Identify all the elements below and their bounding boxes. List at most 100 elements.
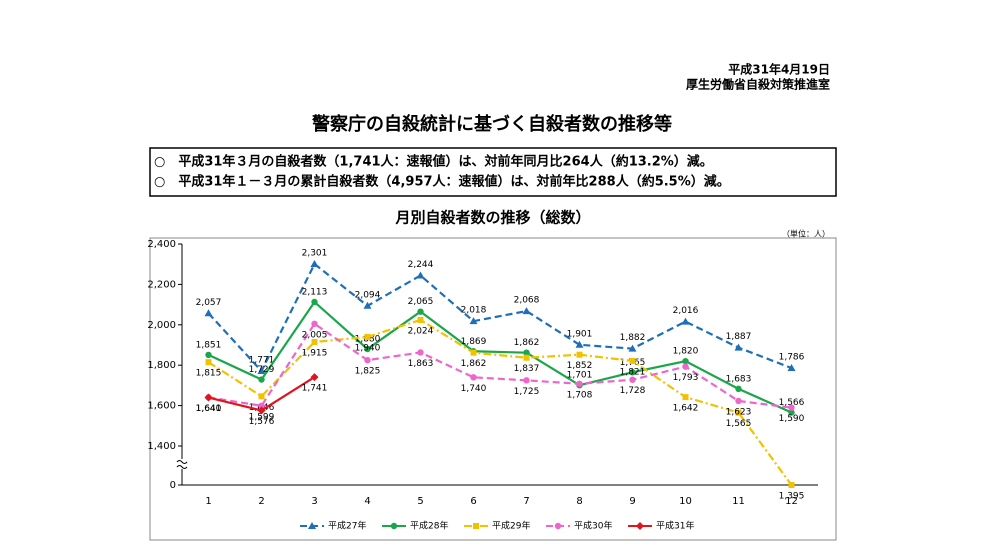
marker: [523, 377, 530, 384]
data-label: 1,576: [249, 417, 275, 427]
x-tick-label: 9: [629, 496, 635, 507]
data-label: 1,642: [673, 404, 699, 414]
x-tick-label: 3: [311, 496, 317, 507]
marker: [735, 409, 742, 416]
series-line: [207, 318, 793, 486]
marker: [417, 308, 424, 315]
data-label: 1,837: [514, 364, 540, 374]
marker: [628, 344, 637, 352]
marker: [258, 376, 265, 383]
y-tick-label: 1,600: [147, 401, 176, 412]
series-line: [208, 322, 792, 409]
data-label: 2,068: [514, 296, 540, 306]
unit: （単位：人）: [782, 229, 830, 239]
y-tick-label: 2,400: [147, 239, 176, 250]
chart-frame: [149, 237, 837, 541]
marker: [470, 374, 477, 381]
data-label: 1,887: [726, 332, 752, 342]
data-label: 1,641: [196, 404, 222, 414]
data-label: 1,771: [249, 356, 275, 366]
data-label: 2,065: [408, 297, 434, 307]
data-label: 1,863: [408, 359, 434, 369]
marker: [576, 351, 583, 358]
marker: [417, 316, 424, 323]
marker: [682, 394, 689, 401]
data-label: 1,741: [302, 384, 328, 394]
marker: [311, 338, 318, 345]
office: 厚生労働省自殺対策推進室: [686, 77, 830, 92]
series-line: [208, 300, 792, 414]
data-label: 2,057: [196, 298, 222, 308]
y-tick-label: 1,400: [147, 441, 176, 452]
marker: [522, 307, 531, 315]
data-label: 1,786: [779, 353, 805, 363]
data-label: 1,395: [779, 492, 805, 502]
data-label: 1,915: [302, 348, 328, 358]
y-tick-label: 2,000: [147, 320, 176, 331]
data-label: 2,244: [408, 260, 434, 270]
data-label: 1,940: [355, 343, 381, 353]
marker: [258, 402, 265, 410]
data-label: 1,701: [567, 371, 593, 381]
marker: [682, 357, 689, 365]
data-label: 1,708: [567, 390, 593, 400]
data-label: 1,862: [461, 359, 487, 369]
marker: [205, 351, 212, 359]
x-tick-label: 6: [470, 496, 476, 507]
marker: [364, 333, 371, 340]
data-label: 2,018: [461, 306, 487, 316]
data-label: 1,882: [620, 333, 646, 343]
data-label: 1,740: [461, 384, 487, 394]
marker: [364, 345, 371, 353]
legend-label: 平成31年: [656, 520, 694, 532]
data-label: 1,820: [673, 347, 699, 357]
data-label: 1,869: [461, 337, 487, 347]
summary-line: ○ 平成31年１－３月の累計自殺者数（4,957人：速報値）は、対前年比288人…: [154, 174, 730, 190]
marker: [629, 357, 636, 364]
x-tick-label: 11: [732, 496, 745, 507]
marker: [257, 406, 266, 415]
data-label: 1,793: [673, 373, 699, 383]
data-label: 1,825: [355, 367, 381, 377]
summary-box: [149, 147, 837, 197]
summary-line: ○ 平成31年３月の自殺者数（1,741人：速報値）は、対前年同月比264人（約…: [154, 154, 713, 170]
legend-label: 平成30年: [574, 520, 612, 532]
marker: [311, 320, 318, 327]
y-tick-label: 1,800: [147, 360, 176, 371]
data-label: 2,301: [302, 248, 328, 258]
marker: [364, 356, 371, 364]
x-tick-label: 4: [364, 496, 370, 507]
marker: [629, 369, 636, 376]
marker: [787, 364, 796, 372]
data-label: 1,729: [249, 365, 275, 375]
marker: [469, 317, 478, 325]
data-label: 2,024: [408, 326, 434, 336]
legend-label: 平成28年: [410, 520, 448, 532]
data-label: 2,113: [302, 287, 328, 297]
marker: [205, 359, 212, 366]
y-tick-label: 0: [170, 480, 176, 491]
marker: [416, 271, 425, 279]
data-label: 1,862: [514, 338, 540, 348]
data-label: 1,599: [249, 412, 275, 422]
marker: [311, 298, 318, 306]
marker: [575, 340, 584, 348]
marker: [310, 259, 319, 267]
date: 平成31年4月19日: [728, 62, 830, 77]
chart-title: 月別自殺者数の推移（総数）: [394, 209, 590, 227]
marker: [682, 363, 689, 370]
x-tick-label: 1: [205, 496, 211, 507]
data-label: 1,623: [726, 407, 752, 417]
legend-marker: [636, 522, 644, 530]
legend-label: 平成27年: [328, 520, 366, 532]
marker: [735, 397, 742, 405]
data-label: 1,640: [196, 404, 222, 414]
marker: [576, 380, 583, 387]
marker: [470, 349, 477, 356]
data-label: 1,683: [726, 374, 752, 384]
marker: [310, 373, 319, 382]
data-label: 2,094: [355, 290, 381, 300]
marker: [204, 309, 213, 317]
axis-break: [176, 460, 188, 469]
x-tick-label: 12: [785, 496, 798, 507]
